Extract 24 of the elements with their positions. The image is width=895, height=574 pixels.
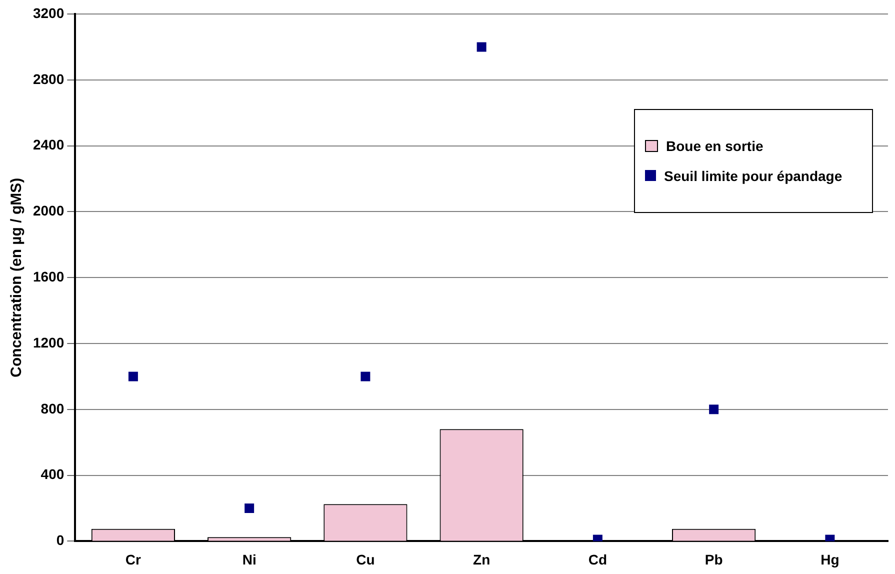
x-tick-label: Cd xyxy=(588,551,608,568)
legend-label: Boue en sortie xyxy=(666,138,764,154)
y-tick-label: 2000 xyxy=(32,202,64,219)
y-tick-label: 400 xyxy=(40,466,64,482)
point xyxy=(244,504,254,513)
point xyxy=(476,42,486,52)
y-tick-label: 800 xyxy=(40,400,64,416)
y-tick-label: 2400 xyxy=(32,136,64,153)
point xyxy=(360,372,370,382)
point xyxy=(128,372,138,382)
y-tick-label: 1600 xyxy=(32,268,64,284)
legend-label: Seuil limite pour épandage xyxy=(664,168,842,184)
y-tick-label: 3200 xyxy=(32,4,64,21)
x-tick-label: Hg xyxy=(820,551,840,568)
x-tick-label: Zn xyxy=(473,551,490,568)
y-tick-label: 2800 xyxy=(32,70,64,87)
x-tick-label: Pb xyxy=(704,551,723,568)
x-tick-label: Ni xyxy=(242,551,256,568)
y-tick-label: 1200 xyxy=(32,334,64,350)
point xyxy=(709,404,719,414)
x-tick-label: Cr xyxy=(125,551,142,568)
y-axis-title: Concentration (en µg / gMS) xyxy=(8,178,26,378)
x-tick-label: Cu xyxy=(356,551,375,568)
y-tick-label: 0 xyxy=(56,532,64,548)
